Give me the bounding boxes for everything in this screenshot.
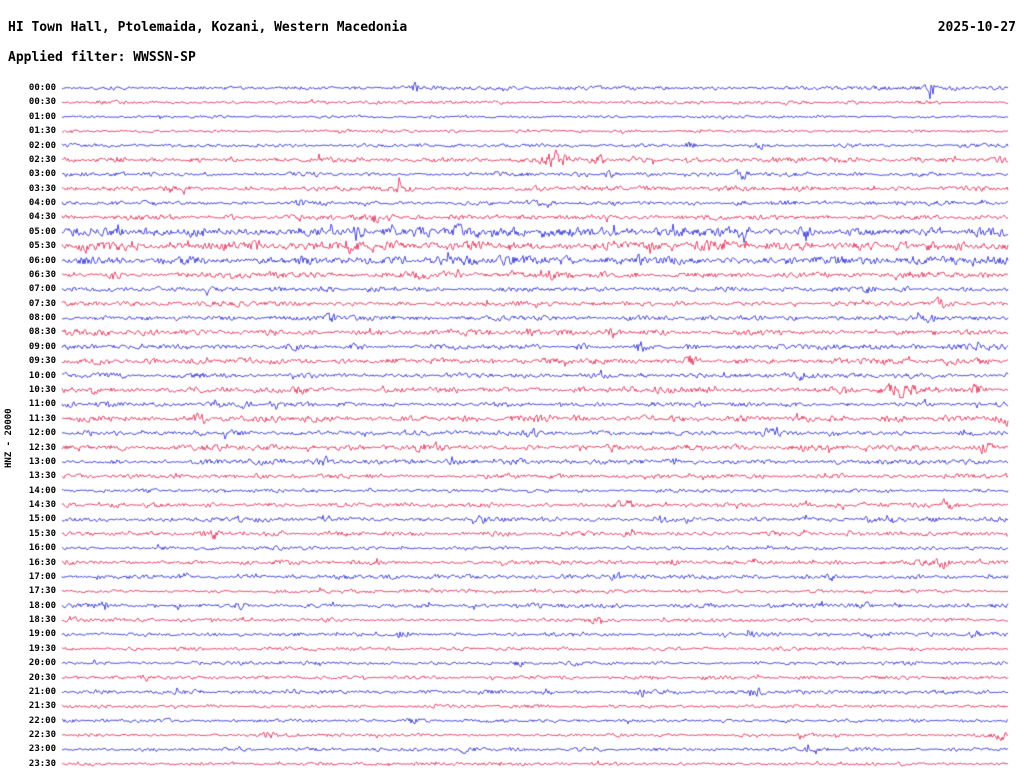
applied-filter-label: Applied filter: WWSSN-SP: [8, 50, 196, 65]
time-label: 04:00: [28, 198, 56, 209]
time-label: 09:00: [28, 341, 56, 352]
time-label: 21:00: [28, 686, 56, 697]
time-label: 09:30: [28, 356, 56, 367]
time-label: 14:30: [28, 500, 56, 511]
time-label: 08:00: [28, 313, 56, 324]
time-label: 18:30: [28, 615, 56, 626]
time-label: 06:00: [28, 255, 56, 266]
time-label: 23:00: [28, 744, 56, 755]
time-label: 15:30: [28, 528, 56, 539]
time-label: 17:30: [28, 586, 56, 597]
time-label: 10:00: [28, 370, 56, 381]
time-label: 04:30: [28, 212, 56, 223]
time-label: 19:00: [28, 629, 56, 640]
time-label: 13:00: [28, 456, 56, 467]
station-title: HI Town Hall, Ptolemaida, Kozani, Wester…: [8, 20, 408, 35]
time-label: 12:30: [28, 442, 56, 453]
time-label: 22:30: [28, 730, 56, 741]
time-label: 16:00: [28, 543, 56, 554]
time-label: 20:00: [28, 658, 56, 669]
time-label: 18:00: [28, 600, 56, 611]
time-label: 12:00: [28, 428, 56, 439]
time-label: 00:00: [28, 83, 56, 93]
time-label: 19:30: [28, 643, 56, 654]
time-label: 22:00: [28, 715, 56, 726]
time-label: 06:30: [28, 269, 56, 280]
time-label: 20:30: [28, 672, 56, 683]
time-label: 00:30: [28, 97, 56, 108]
time-label: 02:30: [28, 154, 56, 165]
time-label: 23:30: [28, 758, 56, 769]
time-label: 01:00: [28, 111, 56, 122]
time-label: 15:00: [28, 514, 56, 525]
record-date: 2025-10-27: [937, 20, 1016, 35]
time-label: 16:30: [28, 557, 56, 568]
time-label: 03:30: [28, 183, 56, 194]
time-label: 07:30: [28, 298, 56, 309]
time-label: 05:00: [28, 226, 56, 237]
time-label: 05:30: [28, 241, 56, 252]
time-label: 17:00: [28, 571, 56, 582]
time-label: 13:30: [28, 471, 56, 482]
time-label: 21:30: [28, 701, 56, 712]
time-label: 03:00: [28, 169, 56, 180]
time-label: 02:00: [28, 140, 56, 151]
time-label: 07:00: [28, 284, 56, 295]
time-label: 08:30: [28, 327, 56, 338]
time-label: 10:30: [28, 384, 56, 395]
time-label: 01:30: [28, 126, 56, 137]
time-label: 14:00: [28, 485, 56, 496]
time-label: 11:30: [28, 413, 56, 424]
time-label: 11:00: [28, 399, 56, 410]
